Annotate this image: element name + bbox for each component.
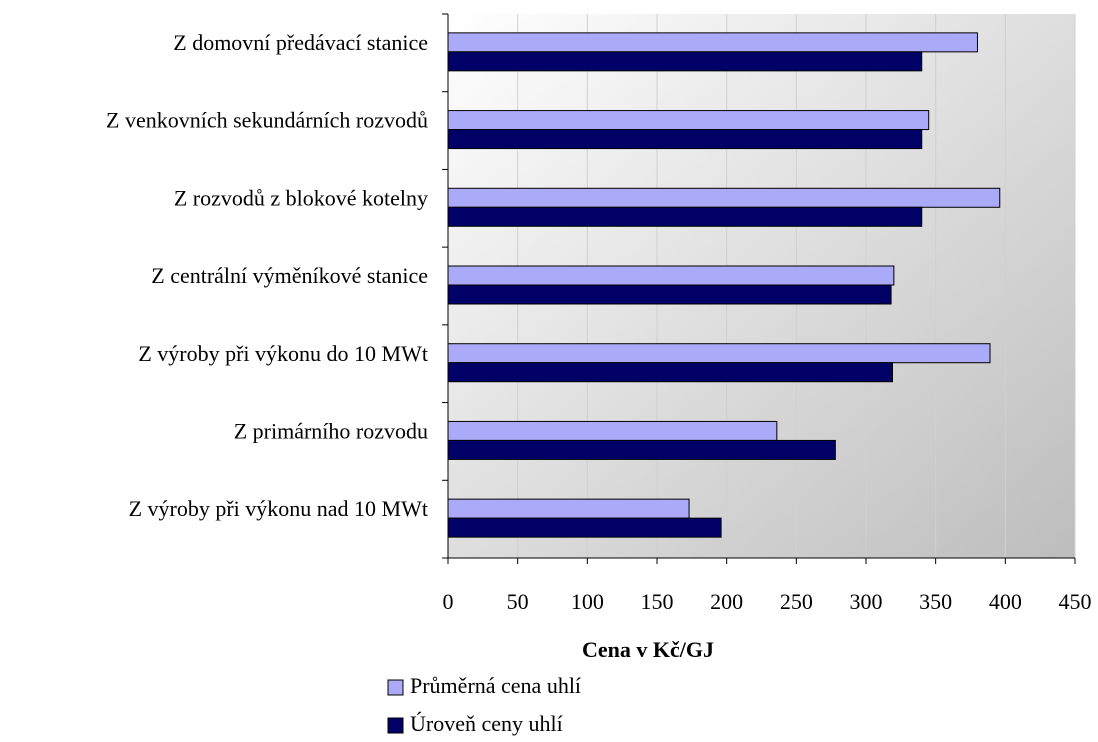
y-tick-label: Z výroby při výkonu do 10 MWt bbox=[138, 341, 428, 366]
x-tick-label: 450 bbox=[1059, 589, 1092, 614]
x-tick-label: 150 bbox=[641, 589, 674, 614]
bar bbox=[447, 51, 923, 72]
x-tick-label: 250 bbox=[780, 589, 813, 614]
bar bbox=[447, 362, 893, 383]
bar bbox=[447, 32, 978, 53]
y-tick-label: Z centrální výměníkové stanice bbox=[151, 263, 428, 288]
y-tick-label: Z venkovních sekundárních rozvodů bbox=[106, 108, 428, 133]
x-tick-label: 300 bbox=[850, 589, 883, 614]
legend-swatch bbox=[387, 679, 404, 696]
bar bbox=[447, 343, 991, 364]
x-tick-label: 200 bbox=[710, 589, 743, 614]
bar bbox=[447, 129, 923, 150]
legend-label: Úroveň ceny uhlí bbox=[410, 711, 563, 736]
bar bbox=[447, 439, 836, 460]
y-tick-label: Z domovní předávací stanice bbox=[173, 30, 428, 55]
legend-label: Průměrná cena uhlí bbox=[410, 673, 581, 698]
bar bbox=[447, 498, 690, 519]
y-tick-label: Z rozvodů z blokové kotelny bbox=[174, 185, 428, 210]
bar bbox=[447, 265, 895, 286]
bar bbox=[447, 420, 778, 441]
bar bbox=[447, 284, 892, 305]
bar bbox=[447, 517, 722, 538]
x-tick-label: 0 bbox=[443, 589, 454, 614]
bar bbox=[447, 110, 930, 131]
x-tick-label: 350 bbox=[919, 589, 952, 614]
bar bbox=[447, 187, 1001, 208]
y-tick-label: Z výroby při výkonu nad 10 MWt bbox=[129, 496, 428, 521]
bar bbox=[447, 206, 923, 227]
legend-swatch bbox=[387, 717, 404, 734]
x-axis-title: Cena v Kč/GJ bbox=[582, 637, 714, 662]
x-tick-label: 50 bbox=[507, 589, 529, 614]
x-tick-label: 100 bbox=[571, 589, 604, 614]
x-tick-label: 400 bbox=[989, 589, 1022, 614]
y-tick-label: Z primárního rozvodu bbox=[234, 418, 428, 443]
